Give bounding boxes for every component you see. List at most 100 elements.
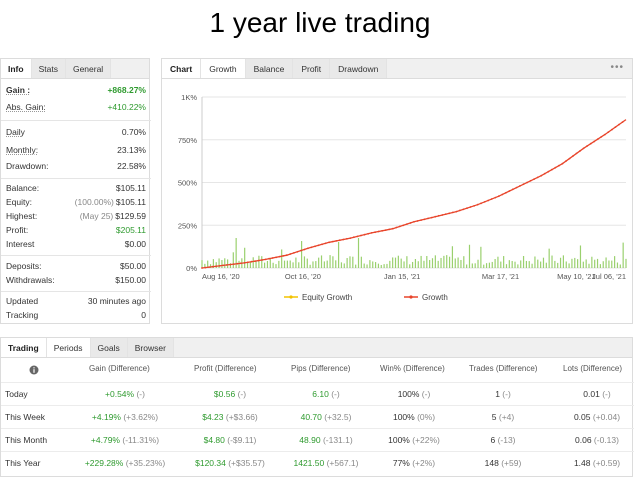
- info-icon[interactable]: [29, 365, 39, 377]
- volume-bar: [409, 264, 411, 268]
- tab-chart[interactable]: Chart: [162, 59, 202, 78]
- tab-drawdown[interactable]: Drawdown: [330, 59, 388, 78]
- volume-bar: [283, 260, 286, 268]
- growth-point: [614, 126, 617, 128]
- growth-point: [293, 252, 295, 254]
- growth-point: [586, 145, 588, 147]
- volume-bar: [491, 261, 493, 268]
- deposits-value: $50.00: [120, 261, 146, 271]
- period-label: This Week: [5, 412, 45, 422]
- volume-bar: [454, 258, 456, 268]
- tab-growth[interactable]: Growth: [201, 59, 246, 78]
- profit-difference: (+$3.66): [223, 412, 258, 422]
- tab-goals[interactable]: Goals: [90, 338, 128, 357]
- win-difference: (+22%): [409, 435, 440, 445]
- equity-value: $105.11: [115, 197, 146, 207]
- growth-point: [225, 264, 228, 266]
- tab-trading[interactable]: Trading: [1, 338, 47, 357]
- volume-bar: [377, 263, 380, 268]
- volume-bar: [340, 262, 343, 268]
- profit-difference: (-$9.11): [224, 435, 257, 445]
- volume-bar: [511, 260, 513, 268]
- volume-bar: [562, 255, 564, 268]
- tab-profit[interactable]: Profit: [293, 59, 331, 78]
- volume-bar: [238, 260, 240, 268]
- growth-point: [211, 265, 214, 268]
- volume-bar: [414, 258, 417, 268]
- drawdown-value: 22.58%: [117, 161, 146, 171]
- growth-point: [257, 259, 260, 262]
- tab-stats[interactable]: Stats: [31, 59, 66, 78]
- tab-balance[interactable]: Balance: [245, 59, 294, 78]
- interest-row: Interest $0.00: [6, 238, 146, 251]
- trading-tabs: Trading Periods Goals Browser: [1, 338, 632, 358]
- pips-value: 1421.50: [293, 458, 325, 468]
- growth-point: [483, 201, 486, 203]
- tab-browser[interactable]: Browser: [127, 338, 174, 357]
- tab-info[interactable]: Info: [1, 59, 32, 78]
- growth-point: [282, 255, 285, 257]
- x-tick-label: Jan 15, '21: [384, 272, 420, 281]
- volume-bar: [209, 264, 212, 268]
- lots-value: 0.06: [575, 435, 592, 445]
- monthly-value: 23.13%: [117, 145, 146, 155]
- win-cell: 100% (+22%): [354, 429, 474, 451]
- growth-point: [278, 255, 281, 258]
- chart-panel: Chart Growth Balance Profit Drawdown •••…: [161, 58, 633, 324]
- volume-bar: [272, 262, 274, 268]
- table-row: This Month +4.79% (-11.31%) $4.80 (-$9.11)…: [1, 428, 634, 450]
- growth-point: [589, 142, 592, 145]
- gain-cell: +4.19% (+3.62%): [65, 406, 185, 428]
- volume-bar: [591, 256, 593, 268]
- x-tick-label: Oct 16, '20: [285, 272, 321, 281]
- col-trades: Trades (Difference): [469, 364, 538, 373]
- growth-point: [349, 237, 352, 240]
- volume-bar: [406, 256, 408, 268]
- gain-difference: (+3.62%): [120, 412, 159, 422]
- growth-point: [201, 267, 203, 269]
- volume-bar: [545, 262, 547, 268]
- growth-point: [490, 198, 493, 200]
- deposits-label: Deposits:: [6, 261, 42, 271]
- growth-point: [466, 207, 468, 210]
- volume-bar: [411, 261, 414, 268]
- volume-bar: [380, 264, 382, 268]
- volume-bar: [363, 263, 365, 268]
- growth-point: [505, 191, 507, 194]
- growth-point: [289, 253, 292, 255]
- balance-value: $105.11: [115, 183, 146, 193]
- volume-bar: [522, 255, 525, 268]
- volume-bar: [275, 264, 277, 268]
- ellipsis-icon[interactable]: •••: [610, 62, 624, 73]
- win-cell: 100% (0%): [354, 406, 474, 428]
- growth-point: [338, 239, 341, 242]
- y-tick-label: 0%: [186, 264, 197, 273]
- growth-point: [324, 242, 327, 245]
- volume-bar: [326, 260, 328, 268]
- volume-bar: [611, 260, 613, 268]
- volume-bar: [392, 257, 394, 268]
- growth-point: [611, 128, 613, 131]
- volume-bar: [534, 256, 536, 268]
- growth-point: [370, 232, 373, 234]
- volume-bar: [468, 244, 471, 268]
- volume-bar: [446, 255, 448, 268]
- growth-point: [409, 222, 412, 224]
- growth-point: [360, 234, 362, 237]
- growth-point: [568, 157, 571, 160]
- growth-point: [547, 170, 550, 173]
- growth-point: [554, 166, 557, 169]
- equity-label: Equity:: [6, 197, 32, 207]
- growth-point: [494, 196, 497, 199]
- volume-bar: [568, 263, 570, 268]
- volume-bar: [588, 263, 590, 268]
- growth-point: [522, 183, 525, 186]
- trades-value: 1: [495, 389, 500, 399]
- volume-bar: [286, 260, 288, 268]
- volume-bar: [622, 242, 624, 268]
- tab-periods[interactable]: Periods: [46, 338, 91, 357]
- legend-growth-marker: [409, 295, 413, 299]
- divider: [1, 255, 151, 256]
- volume-bar: [386, 263, 388, 268]
- tab-general[interactable]: General: [65, 59, 112, 78]
